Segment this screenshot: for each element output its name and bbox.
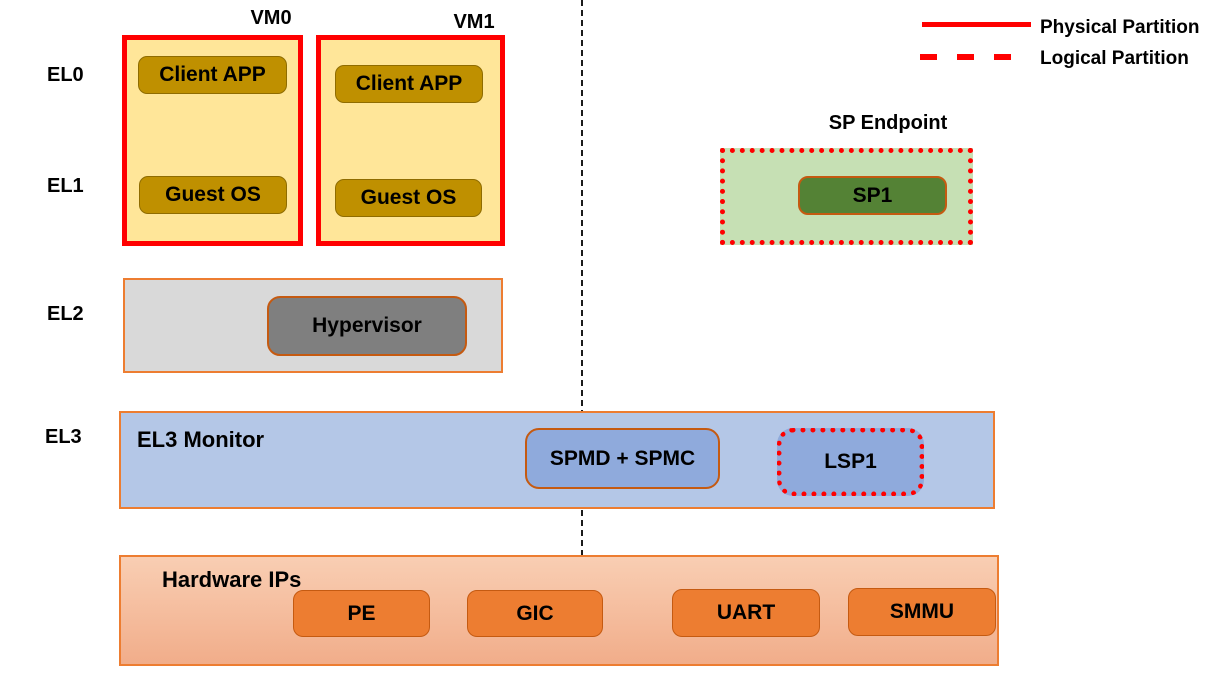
vm1-guest-os-box: Guest OS (335, 179, 482, 217)
spmd-spmc-box: SPMD + SPMC (525, 428, 720, 489)
legend-physical-partition-label: Physical Partition (1040, 17, 1200, 38)
vertical-dashed-divider (581, 0, 583, 556)
legend-physical-partition-line (922, 22, 1031, 27)
el3-monitor-title: EL3 Monitor (137, 427, 265, 452)
hardware-ips-title: Hardware IPs (162, 567, 302, 592)
vm0-guest-os-box: Guest OS (139, 176, 287, 214)
el2-label: EL2 (47, 303, 84, 325)
pe-box: PE (293, 590, 430, 637)
legend-logical-partition-line (920, 54, 1015, 60)
hypervisor-box: Hypervisor (267, 296, 467, 356)
sp1-box: SP1 (798, 176, 947, 215)
smmu-box: SMMU (848, 588, 996, 636)
el0-label: EL0 (47, 64, 84, 86)
el3-label: EL3 (45, 426, 82, 448)
legend-logical-partition-label: Logical Partition (1040, 48, 1189, 69)
lsp1-box: LSP1 (777, 428, 924, 496)
sp-endpoint-title: SP Endpoint (828, 112, 948, 134)
vm0-title: VM0 (250, 7, 292, 29)
el1-label: EL1 (47, 175, 84, 197)
uart-box: UART (672, 589, 820, 637)
gic-box: GIC (467, 590, 603, 637)
vm1-client-app-box: Client APP (335, 65, 483, 103)
vm1-title: VM1 (453, 11, 495, 33)
vm0-client-app-box: Client APP (138, 56, 287, 94)
